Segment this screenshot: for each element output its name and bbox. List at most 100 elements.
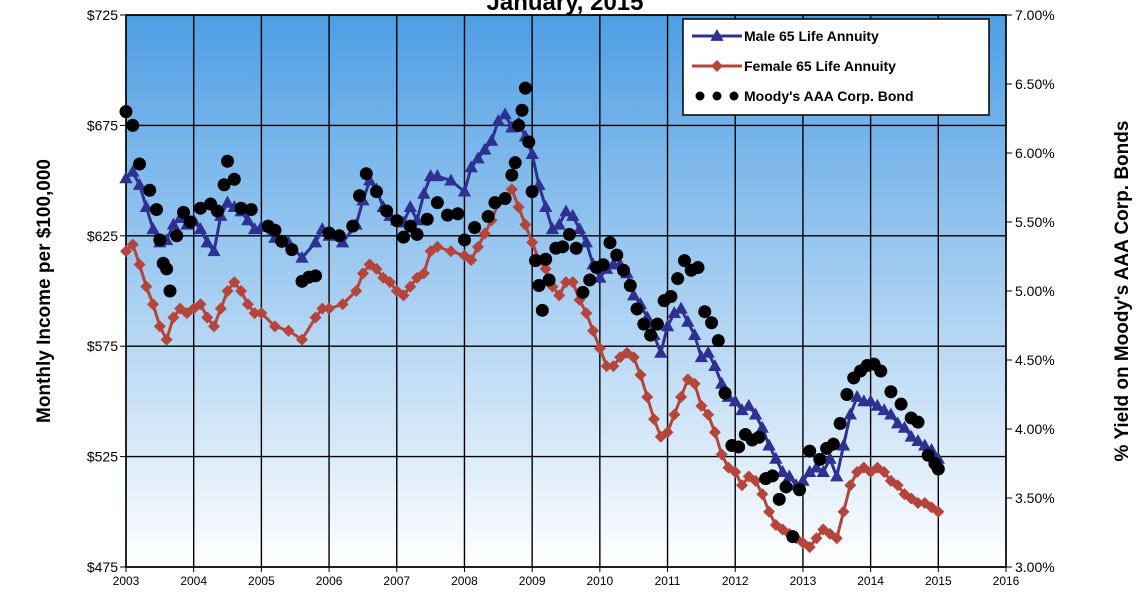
x-tick-label: 2014 — [857, 574, 884, 588]
legend-marker-female — [711, 60, 723, 72]
point-male — [918, 438, 932, 451]
point-male — [891, 416, 905, 429]
point-bond — [576, 285, 590, 299]
point-male — [803, 465, 817, 477]
point-female — [634, 368, 647, 381]
point-bond — [149, 203, 163, 217]
point-male — [478, 142, 492, 155]
point-female — [241, 298, 254, 311]
point-bond — [691, 261, 705, 275]
point-female — [472, 240, 484, 253]
point-female — [675, 390, 688, 403]
point-bond — [332, 229, 346, 243]
point-female — [708, 426, 721, 439]
point-male — [417, 186, 431, 199]
point-female — [560, 276, 572, 289]
point-bond — [765, 469, 779, 483]
point-bond — [508, 156, 522, 170]
point-bond — [193, 201, 207, 215]
point-male — [627, 288, 641, 301]
point-female — [397, 289, 410, 302]
point-bond — [603, 236, 617, 250]
point-bond — [671, 272, 685, 286]
point-bond — [644, 328, 658, 342]
point-female — [268, 320, 281, 333]
point-bond — [894, 397, 908, 411]
right-axis-ticks: 7.00% 6.50% 6.00% 5.50% 5.00% 4.50% 4.00% 3.50%… — [1006, 7, 1055, 575]
point-female — [749, 474, 762, 487]
point-female — [404, 280, 417, 293]
point-bond — [826, 437, 840, 451]
point-bond — [610, 248, 624, 262]
point-male — [836, 438, 851, 451]
x-tick-label: 2007 — [383, 574, 410, 588]
point-bond — [583, 273, 597, 287]
point-bond — [718, 386, 732, 400]
x-tick-label: 2005 — [248, 574, 275, 588]
point-male — [823, 451, 837, 464]
point-bond — [874, 364, 888, 378]
point-female — [478, 227, 491, 240]
point-female — [201, 311, 214, 324]
point-female — [140, 280, 153, 293]
point-bond — [227, 172, 241, 186]
point-female — [235, 285, 248, 297]
point-bond — [535, 303, 549, 317]
x-tick-label: 2009 — [519, 574, 546, 588]
point-bond — [268, 223, 282, 237]
y2-tick-label: 5.00% — [1015, 283, 1055, 299]
y-tick-label: $475 — [87, 559, 118, 575]
point-male — [870, 398, 885, 411]
point-bond — [359, 167, 373, 181]
y-tick-label: $525 — [87, 449, 118, 465]
point-female — [133, 258, 146, 271]
point-female — [160, 333, 173, 346]
point-bond — [617, 263, 631, 277]
point-female — [607, 360, 620, 373]
point-male — [681, 314, 695, 327]
point-bond — [221, 154, 235, 168]
point-female — [255, 307, 268, 320]
point-male — [193, 222, 208, 235]
y2-tick-label: 6.50% — [1015, 76, 1055, 92]
point-bond — [522, 135, 536, 149]
legend-marker-bond — [712, 91, 722, 101]
point-male — [335, 235, 350, 248]
point-male — [897, 420, 912, 433]
point-female — [763, 505, 776, 518]
y2-tick-label: 6.00% — [1015, 145, 1055, 161]
point-male — [877, 403, 891, 416]
point-female — [350, 285, 363, 297]
point-male — [748, 407, 763, 420]
point-male — [762, 438, 776, 451]
point-bond — [488, 196, 502, 210]
point-bond — [752, 430, 766, 444]
point-female — [126, 238, 139, 251]
point-female — [282, 324, 295, 337]
point-male — [200, 235, 214, 248]
point-bond — [119, 105, 133, 119]
x-tick-label: 2016 — [993, 574, 1020, 588]
point-female — [661, 426, 674, 439]
point-female — [810, 532, 823, 545]
point-female — [891, 479, 904, 492]
y2-tick-label: 7.00% — [1015, 7, 1055, 23]
point-male — [132, 178, 147, 190]
point-bond — [677, 254, 691, 268]
point-bond — [840, 388, 854, 401]
series-moodys-aaa — [119, 81, 945, 544]
point-bond — [779, 480, 793, 494]
point-male — [654, 345, 668, 358]
point-bond — [569, 241, 583, 255]
point-bond — [441, 208, 455, 222]
point-female — [417, 267, 430, 280]
point-female — [336, 298, 349, 311]
point-male — [241, 213, 255, 226]
point-female — [830, 532, 843, 545]
point-female — [323, 302, 336, 315]
point-female — [668, 408, 681, 421]
point-female — [505, 183, 518, 196]
point-female — [736, 479, 748, 492]
point-bond — [481, 209, 495, 223]
